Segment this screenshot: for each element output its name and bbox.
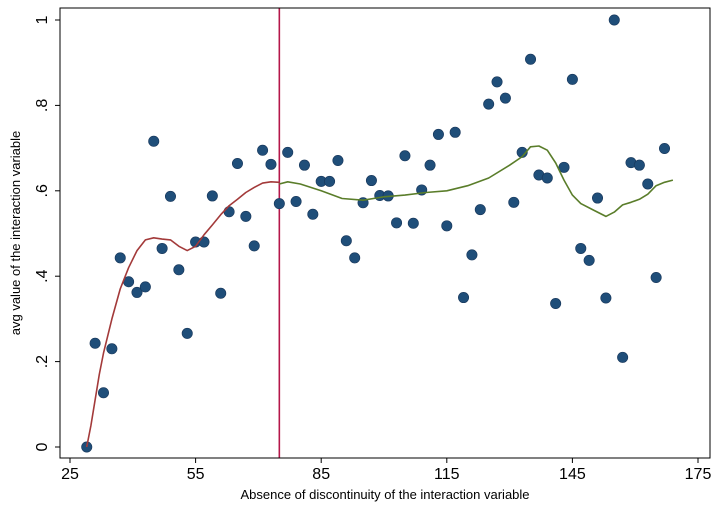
data-point xyxy=(642,178,654,190)
data-point xyxy=(499,92,511,104)
data-point xyxy=(483,98,495,110)
data-point xyxy=(466,249,478,261)
data-point xyxy=(424,159,436,171)
data-point xyxy=(583,254,595,266)
data-point xyxy=(391,217,403,229)
data-point xyxy=(215,287,227,299)
data-point xyxy=(550,298,562,310)
data-point xyxy=(282,146,294,158)
plot-area xyxy=(81,8,674,458)
data-point xyxy=(508,196,520,208)
data-point xyxy=(441,220,453,232)
x-axis-title: Absence of discontinuity of the interact… xyxy=(240,487,529,502)
data-point xyxy=(114,252,126,264)
data-point xyxy=(575,242,587,254)
x-tick-label: 115 xyxy=(434,466,460,483)
data-point xyxy=(231,157,243,169)
data-point xyxy=(106,343,118,355)
plot-frame xyxy=(59,7,711,459)
data-point xyxy=(206,190,218,202)
data-point xyxy=(332,154,344,166)
data-point xyxy=(156,242,168,254)
y-tick-label: 0 xyxy=(34,442,51,451)
data-point xyxy=(659,143,671,155)
y-axis-title: avg value of the interaction variable xyxy=(8,131,23,336)
data-point xyxy=(148,135,160,147)
left-fit-line xyxy=(85,181,280,448)
data-point xyxy=(633,159,645,171)
data-point xyxy=(307,208,319,220)
data-point xyxy=(139,281,151,293)
x-tick-label: 85 xyxy=(312,466,330,483)
data-point xyxy=(566,73,578,85)
data-point xyxy=(592,192,604,204)
data-point xyxy=(399,150,411,162)
data-point xyxy=(491,76,503,88)
data-point xyxy=(257,144,269,156)
x-tick-label: 175 xyxy=(685,466,712,483)
data-point xyxy=(298,159,310,171)
data-point xyxy=(617,351,629,363)
right-fit-line xyxy=(279,145,674,218)
data-point xyxy=(223,206,235,218)
axes: 25 55 85 115 145 175 0 .2 .4 .6 .8 1 xyxy=(34,7,712,483)
data-point xyxy=(265,158,277,170)
data-point xyxy=(290,195,302,207)
data-point xyxy=(650,271,662,283)
data-point xyxy=(97,387,109,399)
data-point xyxy=(432,128,444,140)
data-point xyxy=(449,126,461,138)
data-point xyxy=(525,53,537,65)
data-point xyxy=(541,172,553,184)
data-point xyxy=(198,236,210,248)
x-tick-label: 25 xyxy=(61,466,79,483)
y-tick-label: .4 xyxy=(34,269,51,282)
data-point xyxy=(558,161,570,173)
data-point xyxy=(608,14,620,26)
y-tick-label: .6 xyxy=(34,184,51,197)
x-tick-label: 55 xyxy=(187,466,205,483)
data-point xyxy=(181,327,193,339)
data-point xyxy=(131,286,143,298)
data-point xyxy=(273,198,285,210)
data-point xyxy=(340,235,352,247)
data-point xyxy=(600,292,612,304)
x-tick-label: 145 xyxy=(559,466,586,483)
y-tick-label: .2 xyxy=(34,355,51,368)
data-point xyxy=(248,240,260,252)
data-point xyxy=(240,210,252,222)
data-point xyxy=(324,175,336,187)
data-point xyxy=(458,292,470,304)
data-point xyxy=(365,175,377,187)
y-tick-label: .8 xyxy=(34,99,51,112)
data-point xyxy=(474,204,486,216)
data-point xyxy=(89,337,101,349)
data-point xyxy=(407,217,419,229)
data-point xyxy=(349,252,361,264)
data-point xyxy=(173,264,185,276)
y-tick-label: 1 xyxy=(34,15,51,24)
data-point xyxy=(164,190,176,202)
